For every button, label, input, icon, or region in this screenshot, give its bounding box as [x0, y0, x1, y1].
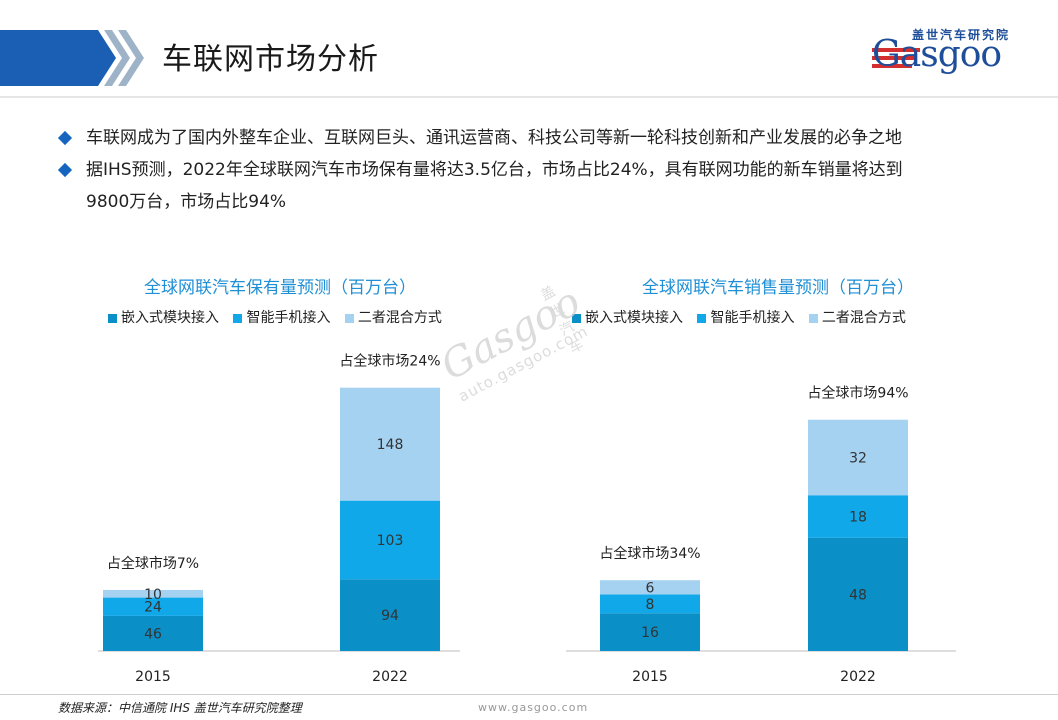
data-label: 16 [641, 625, 659, 641]
chart-title: 全球网联汽车销售量预测（百万台） [642, 278, 914, 298]
bullet-item-continuation: 9800万台，市场占比94% [58, 186, 1018, 218]
data-source: 数据来源：中信通院 IHS 盖世汽车研究院整理 [58, 701, 302, 715]
bar-segment [600, 580, 700, 595]
legend-swatch [233, 313, 243, 323]
legend-label: 嵌入式模块接入 [585, 310, 683, 326]
market-share-annotation: 占全球市场7% [107, 555, 199, 572]
bar-segment [600, 613, 700, 651]
legend-swatch [572, 313, 581, 323]
bar-segment [340, 387, 440, 501]
bar-segment [808, 537, 908, 651]
data-label: 8 [646, 597, 655, 613]
x-tick-label: 2015 [135, 669, 171, 685]
bullet-text: 据IHS预测，2022年全球联网汽车市场保有量将达3.5亿台，市场占比24%，具… [86, 160, 903, 180]
bullet-item: 车联网成为了国内外整车企业、互联网巨头、通讯运营商、科技公司等新一轮科技创新和产… [57, 122, 1018, 154]
legend-swatch [344, 313, 354, 323]
logo-en-text: Gasgoo [872, 34, 1002, 75]
market-share-annotation: 占全球市场94% [807, 385, 908, 402]
x-tick-label: 2022 [840, 669, 876, 685]
bullet-text: 车联网成为了国内外整车企业、互联网巨头、通讯运营商、科技公司等新一轮科技创新和产… [86, 128, 902, 148]
bullet-text: 9800万台，市场占比94% [86, 192, 287, 212]
market-share-annotation: 占全球市场34% [599, 545, 700, 562]
footer-divider [0, 694, 1058, 695]
title-banner-shape [0, 30, 144, 86]
data-label: 103 [377, 533, 404, 549]
legend-label: 智能手机接入 [710, 310, 795, 326]
data-label: 46 [144, 626, 162, 642]
legend-item: 二者混合方式 [344, 307, 442, 327]
bar-segment [600, 594, 700, 614]
data-label: 94 [381, 608, 399, 624]
market-share-annotation: 占全球市场24% [339, 353, 440, 370]
chart-legend: 嵌入式模块接入 智能手机接入 二者混合方式 [108, 307, 452, 327]
header-divider [0, 96, 1058, 98]
x-tick-label: 2015 [632, 669, 668, 685]
bar-segment [103, 597, 203, 616]
bullet-item: 据IHS预测，2022年全球联网汽车市场保有量将达3.5亿台，市场占比24%，具… [57, 154, 1018, 186]
data-label: 48 [849, 587, 867, 603]
page-title: 车联网市场分析 [162, 42, 379, 77]
data-label: 10 [144, 587, 162, 603]
header: 车联网市场分析 盖世汽车研究院 Gasgoo [0, 0, 1058, 97]
stacked-bar-plot: 16 86 占全球市场34% 2015 48 18 32 占全球市场94% 2022 [566, 385, 956, 685]
data-label: 148 [377, 437, 404, 453]
legend-swatch [108, 313, 117, 323]
bar-segment [808, 495, 908, 538]
legend-label: 智能手机接入 [246, 310, 331, 326]
data-label: 6 [646, 580, 655, 596]
chart-title: 全球网联汽车保有量预测（百万台） [144, 278, 416, 298]
legend-item: 二者混合方式 [808, 307, 906, 327]
legend-item: 嵌入式模块接入 [572, 307, 683, 327]
legend-label: 嵌入式模块接入 [121, 310, 219, 326]
bar-segment [103, 589, 203, 598]
bar-segment [340, 579, 440, 651]
bullet-list: 车联网成为了国内外整车企业、互联网巨头、通讯运营商、科技公司等新一轮科技创新和产… [57, 122, 1018, 218]
x-tick-label: 2022 [372, 669, 408, 685]
legend-label: 二者混合方式 [821, 310, 906, 326]
diamond-bullet-icon [57, 130, 73, 146]
legend-item: 智能手机接入 [233, 307, 330, 327]
stock-chart: 全球网联汽车保有量预测（百万台） 嵌入式模块接入 智能手机接入 二者混合方式 4… [60, 265, 500, 695]
logo-cn-text: 盖世汽车研究院 [912, 28, 1011, 42]
footer-url: www.gasgoo.com [478, 701, 589, 714]
data-label: 24 [144, 600, 162, 616]
legend-item: 嵌入式模块接入 [108, 307, 219, 327]
bar-segment [808, 419, 908, 496]
diamond-bullet-icon [57, 162, 73, 178]
legend-swatch [808, 313, 818, 323]
gasgoo-logo: 盖世汽车研究院 Gasgoo [872, 26, 1042, 82]
legend-swatch [697, 313, 707, 323]
data-label: 18 [849, 509, 867, 525]
bar-segment [340, 500, 440, 580]
legend-label: 二者混合方式 [357, 310, 442, 326]
data-label: 32 [849, 450, 867, 466]
legend-item: 智能手机接入 [697, 307, 794, 327]
logo-stripes-icon [872, 48, 920, 68]
sales-chart: 全球网联汽车销售量预测（百万台） 嵌入式模块接入 智能手机接入 二者混合方式 1… [558, 265, 998, 695]
bar-segment [103, 615, 203, 651]
chart-legend: 嵌入式模块接入 智能手机接入 二者混合方式 [572, 307, 916, 327]
